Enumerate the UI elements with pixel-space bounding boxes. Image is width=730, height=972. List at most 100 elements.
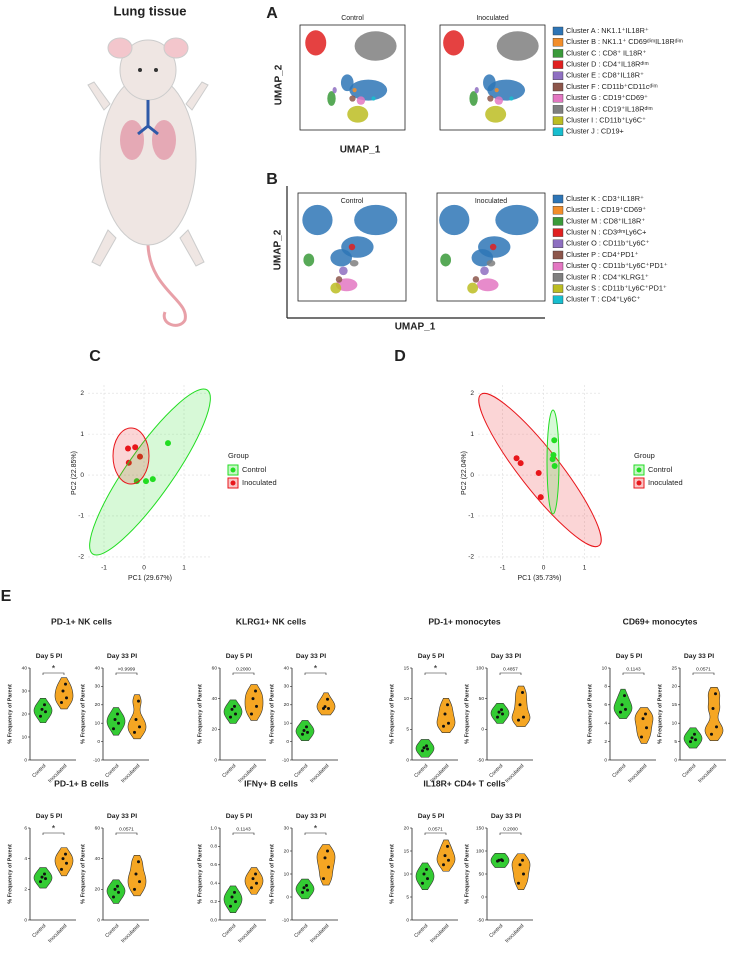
point (323, 856, 327, 860)
panel-label: B (266, 171, 278, 188)
y-axis-label: PC2 (22.04%) (461, 451, 468, 495)
umap-y-label: UMAP_2 (274, 64, 285, 105)
point (521, 691, 524, 695)
y-tick-label: 0 (97, 739, 100, 745)
legend-label: Cluster A : NK1.1⁺IL18R⁺ (566, 26, 649, 35)
point (43, 703, 46, 707)
violin (106, 879, 126, 904)
y-tick-label: 0.0 (210, 917, 217, 923)
point (302, 729, 306, 733)
point (230, 707, 234, 711)
umap-cluster-cloud (352, 88, 357, 93)
chart-subtitle: Day 33 PI (296, 813, 326, 820)
chart-subtitle: Day 5 PI (36, 813, 63, 820)
point (518, 703, 522, 707)
point (116, 884, 119, 888)
y-tick-label: 2 (470, 390, 474, 397)
umap-condition: Inoculated (476, 15, 508, 22)
point (65, 696, 68, 700)
legend-title: Group (228, 451, 249, 460)
point (421, 749, 424, 753)
point (421, 881, 424, 885)
point (149, 476, 156, 483)
umap-cluster-cloud (494, 88, 499, 93)
point (44, 710, 47, 714)
umap-cluster-cloud (332, 86, 337, 94)
umap-cluster-cloud (480, 266, 489, 276)
legend-swatch (552, 273, 564, 282)
y-axis-label: % Frequency of Parent (389, 684, 395, 744)
chart-subtitle: Day 5 PI (36, 653, 63, 660)
point (132, 444, 139, 451)
point (254, 872, 257, 876)
x-axis-label: PC1 (35.73%) (518, 575, 562, 582)
legend-swatch (552, 295, 564, 304)
y-axis-label: % Frequency of Parent (80, 684, 86, 744)
y-tick-label: 0 (406, 757, 409, 763)
point (44, 877, 47, 881)
point (425, 867, 428, 871)
group-title: CD69+ monocytes (623, 616, 698, 626)
umap-cluster-cloud (330, 249, 353, 267)
point (624, 707, 627, 711)
y-tick-label: 10 (22, 734, 28, 740)
y-tick-label: 5 (406, 727, 409, 733)
y-axis-label: % Frequency of Parent (464, 844, 470, 904)
violin (634, 707, 654, 744)
y-tick-label: 0 (674, 757, 677, 763)
violin (415, 862, 435, 890)
y-tick-label: 0 (470, 472, 474, 479)
y-tick-label: 2 (604, 739, 607, 745)
point (711, 706, 715, 710)
group-title: IL18R+ CD4+ T cells (423, 778, 505, 788)
point (500, 858, 503, 862)
significance-bracket (424, 672, 447, 675)
violin (223, 885, 243, 913)
violin (244, 684, 264, 721)
legend-swatch (552, 194, 564, 204)
significance-bracket (42, 832, 65, 835)
umap-cluster-cloud (354, 31, 397, 61)
point (443, 712, 447, 716)
umap-cluster-cloud (485, 105, 507, 123)
legend-swatch (552, 217, 564, 226)
point (551, 437, 558, 444)
y-tick-label: 10 (672, 720, 678, 726)
point (693, 732, 696, 736)
x-tick-label: -1 (101, 565, 107, 572)
point (255, 704, 258, 708)
legend-swatch (552, 60, 564, 69)
point (425, 744, 428, 748)
point (326, 849, 329, 853)
legend-title: Group (634, 451, 655, 460)
x-tick-label: -1 (500, 565, 506, 572)
x-tick-label: 1 (182, 565, 186, 572)
umap-cluster-cloud (489, 243, 497, 251)
umap-condition: Inoculated (475, 198, 507, 205)
point (689, 740, 692, 744)
point (301, 890, 304, 894)
significance-label: * (314, 663, 318, 673)
y-tick-label: 40 (95, 665, 101, 671)
point (442, 863, 445, 867)
significance-label: >0.9999 (118, 666, 136, 672)
point (43, 872, 46, 876)
point (517, 718, 520, 722)
point (500, 708, 503, 712)
point (138, 880, 141, 884)
umap-cluster-cloud (356, 96, 366, 105)
point (254, 689, 257, 693)
y-tick-label: 20 (284, 702, 290, 708)
y-axis-label: % Frequency of Parent (80, 844, 86, 904)
legend-swatch (552, 93, 564, 103)
umap-condition: Control (341, 15, 364, 22)
significance-label: 0.2000 (236, 666, 251, 672)
point (323, 705, 327, 709)
umap-cluster-cloud (496, 31, 539, 61)
point (137, 860, 140, 864)
point (447, 721, 450, 725)
y-tick-label: 0 (97, 917, 100, 923)
y-tick-label: 15 (404, 665, 410, 671)
point (60, 701, 63, 704)
